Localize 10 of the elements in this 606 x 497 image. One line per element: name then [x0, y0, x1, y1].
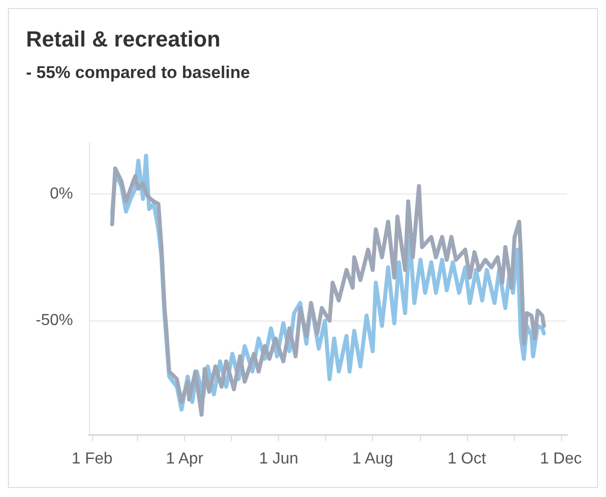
- chart-title: Retail & recreation: [26, 26, 220, 52]
- x-tick-label: 1 Aug: [352, 450, 394, 468]
- x-tick-label: 1 Dec: [540, 450, 582, 468]
- y-tick-label: 0%: [50, 185, 73, 202]
- x-tick-label: 1 Jun: [259, 450, 298, 468]
- y-tick-label: -50%: [36, 312, 73, 330]
- x-tick-label: 1 Oct: [448, 450, 486, 468]
- x-tick-label: 1 Feb: [72, 450, 113, 468]
- chart-subtitle: - 55% compared to baseline: [26, 63, 250, 82]
- x-tick-label: 1 Apr: [166, 450, 204, 468]
